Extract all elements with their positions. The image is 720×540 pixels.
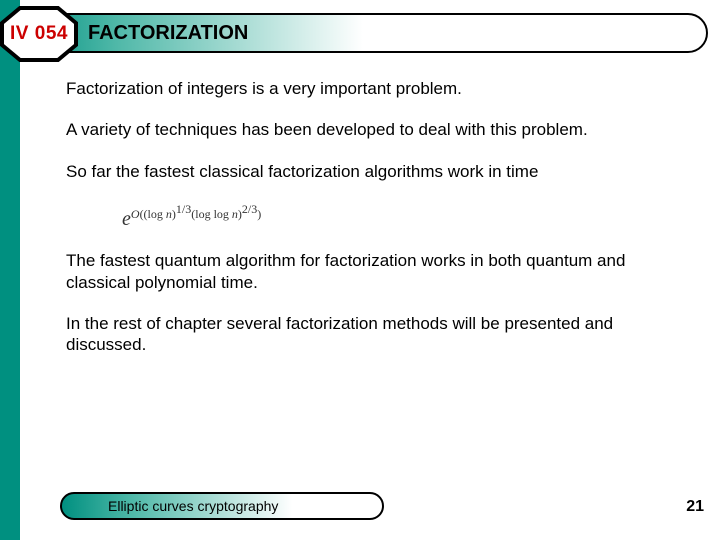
page-title: FACTORIZATION (88, 22, 248, 45)
paragraph-4: The fastest quantum algorithm for factor… (66, 250, 686, 293)
footer-caption: Elliptic curves cryptography (108, 498, 278, 514)
paragraph-5: In the rest of chapter several factoriza… (66, 313, 686, 356)
paragraph-2: A variety of techniques has been develop… (66, 119, 686, 140)
title-bar: FACTORIZATION (18, 13, 708, 53)
paragraph-3: So far the fastest classical factorizati… (66, 161, 686, 182)
page-number: 21 (686, 498, 704, 516)
body-content: Factorization of integers is a very impo… (66, 78, 686, 375)
course-code: IV 054 (10, 23, 68, 45)
course-badge: IV 054 (0, 6, 78, 62)
footer-bar: Elliptic curves cryptography (60, 492, 384, 520)
formula-expression: eO((log n)1/3(log log n)2/3) (122, 208, 261, 230)
paragraph-1: Factorization of integers is a very impo… (66, 78, 686, 99)
left-accent-stripe (0, 0, 20, 540)
complexity-formula: eO((log n)1/3(log log n)2/3) (122, 202, 686, 233)
